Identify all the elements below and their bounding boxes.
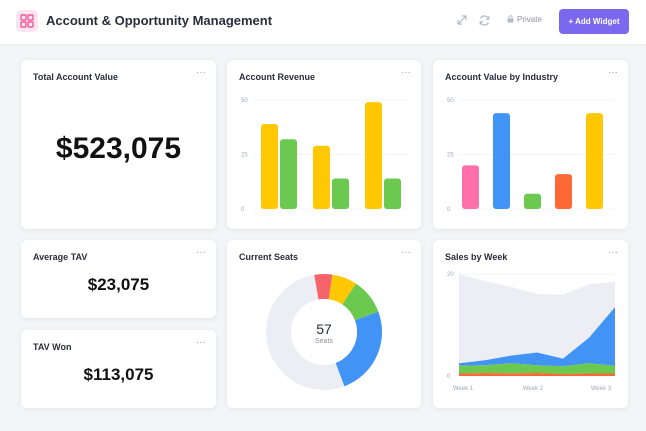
bar (555, 174, 572, 209)
account-revenue-card: Account Revenue ··· 50 25 0 (227, 60, 421, 229)
dashboard-icon (16, 10, 38, 32)
account-value-by-industry-card: Account Value by Industry ··· 50 25 0 (433, 60, 628, 229)
donut-hole (291, 299, 357, 365)
bar (462, 165, 479, 209)
bar (280, 139, 297, 209)
add-widget-button[interactable]: + Add Widget (559, 9, 629, 34)
page-title: Account & Opportunity Management (46, 13, 273, 28)
y-tick-label: 25 (447, 153, 454, 159)
pie-slice (335, 311, 382, 387)
card-menu-icon[interactable]: ··· (196, 337, 206, 348)
x-tick-label: Week 1 (453, 386, 474, 392)
y-tick-label: 0 (241, 207, 245, 213)
seats-count: 57 (316, 321, 332, 337)
total-account-value-card: Total Account Value ··· $523,075 (21, 60, 216, 229)
bar (586, 113, 603, 209)
privacy-label: Private (517, 15, 542, 24)
expand-icon[interactable] (456, 14, 468, 26)
seats-label: Seats (315, 338, 333, 345)
card-title: Sales by Week (445, 252, 508, 262)
refresh-icon[interactable] (478, 14, 491, 27)
tav-won-value: $113,075 (83, 365, 154, 384)
card-title: Current Seats (239, 252, 299, 262)
area-series (459, 307, 615, 367)
card-title: Account Value by Industry (445, 72, 559, 82)
x-tick-label: Week 2 (523, 386, 544, 392)
card-menu-icon[interactable]: ··· (196, 247, 206, 258)
card-menu-icon[interactable]: ··· (401, 247, 411, 258)
y-tick-label: 20 (447, 272, 454, 278)
bar (313, 145, 330, 209)
tav-won-card: TAV Won ··· $113,075 (21, 330, 216, 408)
card-menu-icon[interactable]: ··· (608, 67, 618, 78)
average-tav-value: $23,075 (87, 275, 150, 294)
card-menu-icon[interactable]: ··· (196, 67, 206, 78)
pie-slice (342, 283, 379, 321)
card-title: Account Revenue (239, 72, 316, 82)
current-seats-card: Current Seats ··· 57 Seats (227, 240, 421, 408)
account-value-by-industry-chart: 50 25 0 (447, 98, 615, 213)
area-series (459, 363, 615, 374)
bar (365, 102, 382, 209)
card-title: Total Account Value (33, 72, 119, 82)
y-tick-label: 0 (447, 374, 451, 380)
y-tick-label: 50 (241, 98, 248, 104)
x-tick-label: Week 3 (591, 386, 612, 392)
pie-slice (266, 274, 345, 390)
y-tick-label: 0 (447, 207, 451, 213)
top-bar: Account & Opportunity Management Private… (0, 0, 646, 44)
bar (493, 113, 510, 209)
average-tav-card: Average TAV ··· $23,075 (21, 240, 216, 318)
total-account-value: $523,075 (55, 132, 182, 165)
card-title: Average TAV (33, 252, 88, 262)
bar (261, 123, 278, 209)
bar (384, 178, 401, 209)
pie-slice (314, 274, 333, 300)
y-tick-label: 50 (447, 98, 454, 104)
sales-by-week-card: Sales by Week ··· 20 0 Week 1 Week 2 Week 3 (433, 240, 628, 408)
pie-slice (328, 274, 356, 305)
lock-icon (507, 15, 514, 23)
card-menu-icon[interactable]: ··· (608, 247, 618, 258)
bar (524, 193, 541, 209)
account-revenue-chart: 50 25 0 (241, 98, 409, 213)
privacy-status[interactable]: Private (507, 15, 542, 24)
area-series (459, 372, 615, 376)
y-tick-label: 25 (241, 153, 248, 159)
area-series (459, 274, 615, 364)
card-title: TAV Won (33, 342, 72, 352)
card-menu-icon[interactable]: ··· (401, 67, 411, 78)
bar (332, 178, 349, 209)
